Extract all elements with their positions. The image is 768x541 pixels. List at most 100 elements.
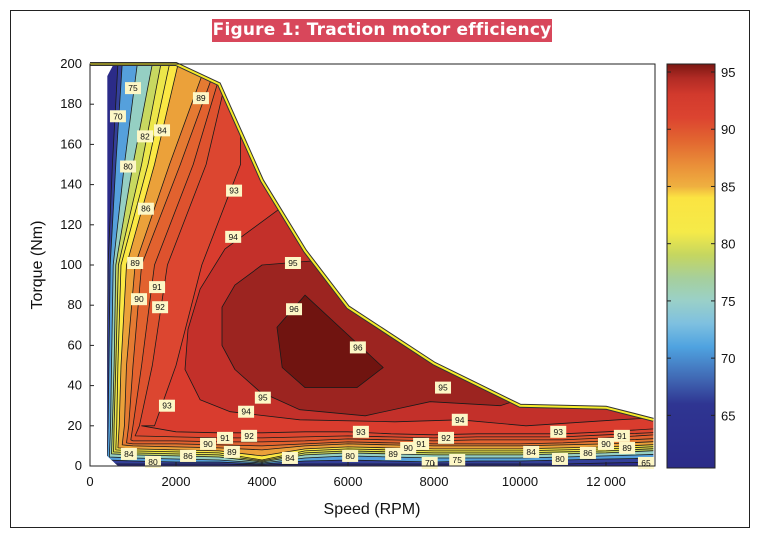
y-tick-label: 80: [68, 297, 82, 312]
x-tick-label: 12 000: [586, 474, 626, 489]
figure-title: Figure 1: Traction motor efficiency map: [212, 19, 552, 63]
contour-label-box: [551, 452, 568, 465]
contour-label: 93: [229, 186, 239, 196]
contour-label: 70: [113, 111, 123, 121]
colorbar-tick-label: 85: [721, 179, 735, 194]
contour-label-box: [154, 124, 171, 137]
y-tick-label: 180: [60, 96, 82, 111]
contour-label-box: [226, 184, 243, 197]
contour-region-96: [276, 294, 384, 389]
contour-label-box: [286, 303, 303, 316]
y-tick-label: 140: [60, 177, 82, 192]
contour-label: 96: [289, 304, 299, 314]
y-tick-label: 200: [60, 56, 82, 71]
contour-label: 80: [148, 457, 158, 467]
contour-label: 75: [452, 455, 462, 465]
contour-label-box: [438, 431, 455, 444]
contour-fills: [107, 64, 654, 466]
y-tick-label: 160: [60, 136, 82, 151]
contour-label: 84: [157, 125, 167, 135]
y-tick-label: 60: [68, 337, 82, 352]
contour-label-box: [137, 202, 154, 215]
contour-label-box: [241, 429, 258, 442]
contour-label-box: [137, 130, 154, 143]
contour-label: 84: [526, 447, 536, 457]
y-tick-label: 0: [75, 458, 82, 473]
contour-label: 90: [601, 439, 611, 449]
contour-label-box: [120, 160, 137, 173]
contour-label: 84: [285, 453, 295, 463]
contour-label: 80: [123, 162, 133, 172]
y-tick-label: 100: [60, 257, 82, 272]
contour-label: 86: [583, 448, 593, 458]
contour-label: 91: [416, 439, 426, 449]
contour-label-box: [413, 437, 430, 450]
contour-label: 82: [140, 131, 150, 141]
contour-label: 90: [203, 439, 213, 449]
contour-label: 95: [438, 383, 448, 393]
contour-label-box: [352, 425, 369, 438]
contour-label-box: [451, 413, 468, 426]
contour-label: 94: [228, 232, 238, 242]
contour-label: 65: [641, 458, 651, 468]
x-tick-label: 2000: [162, 474, 191, 489]
contour-label: 84: [124, 449, 134, 459]
y-axis-label: Torque (Nm): [29, 221, 46, 310]
contour-label-box: [127, 256, 144, 269]
contour-label: 89: [130, 258, 140, 268]
contour-label: 86: [141, 204, 151, 214]
x-axis-label: Speed (RPM): [324, 501, 421, 518]
contour-label: 91: [152, 282, 162, 292]
contour-label-box: [144, 455, 161, 468]
x-tick-label: 0: [86, 474, 93, 489]
contour-label-box: [597, 437, 614, 450]
contour-label-box: [158, 399, 175, 412]
contour-label-box: [281, 451, 298, 464]
contour-label-box: [579, 446, 596, 459]
colorbar-tick-label: 75: [721, 294, 735, 309]
contour-label: 92: [244, 431, 254, 441]
contour-label-box: [550, 425, 567, 438]
contour-label-box: [109, 110, 126, 123]
contour-label: 89: [622, 443, 632, 453]
figure-frame: [10, 10, 750, 528]
colorbar-tick-label: 90: [721, 122, 735, 137]
contour-label: 70: [425, 458, 435, 468]
contour-label: 75: [128, 83, 138, 93]
contour-label: 95: [288, 258, 298, 268]
colorbar-tick-label: 80: [721, 237, 735, 252]
colorbar-tick-label: 70: [721, 351, 735, 366]
contour-label-box: [284, 256, 301, 269]
contour-label: 95: [258, 393, 268, 403]
contour-label: 96: [353, 342, 363, 352]
contour-label-box: [223, 445, 240, 458]
contour-label-box: [120, 447, 137, 460]
envelope-outline: [90, 62, 654, 422]
contour-label-box: [400, 441, 417, 454]
contour-label: 93: [356, 427, 366, 437]
contour-label-box: [619, 441, 636, 454]
contour-label: 89: [388, 449, 398, 459]
contour-label-box: [131, 293, 148, 306]
contour-label-box: [124, 82, 141, 95]
contour-label: 91: [220, 433, 230, 443]
contour-label: 89: [196, 93, 206, 103]
x-tick-label: 10000: [502, 474, 538, 489]
contour-label: 80: [345, 451, 355, 461]
contour-label-box: [523, 445, 540, 458]
contour-label: 89: [227, 447, 237, 457]
contour-label-box: [238, 405, 255, 418]
contour-label-box: [149, 281, 166, 294]
contour-label-box: [225, 230, 242, 243]
contour-label: 90: [134, 294, 144, 304]
colorbar-tick-label: 65: [721, 408, 735, 423]
y-tick-label: 20: [68, 418, 82, 433]
contour-label: 93: [554, 427, 564, 437]
contour-label-box: [152, 301, 169, 314]
x-tick-label: 6000: [334, 474, 363, 489]
y-axis: 0 20 40 60 80 100 120 140 160 180 200: [60, 56, 94, 473]
contour-label-box: [192, 92, 209, 105]
contour-label-box: [217, 431, 234, 444]
